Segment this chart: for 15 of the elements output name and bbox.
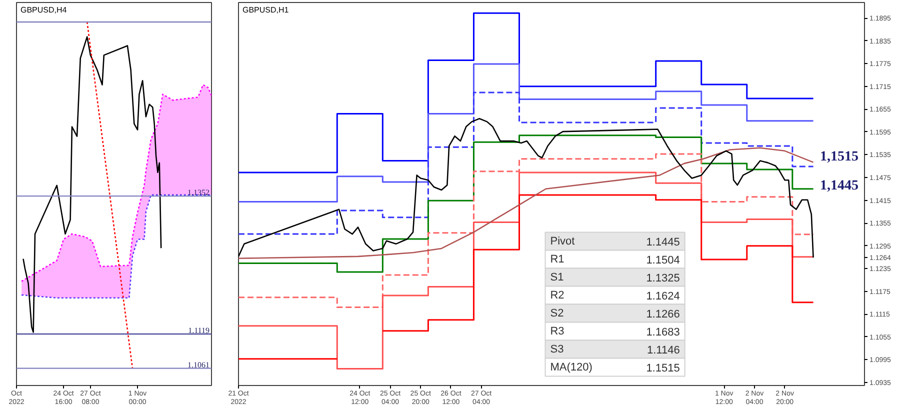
chart-title: GBPUSD,H1 — [242, 6, 290, 14]
text: R2 1.1624 — [550, 289, 680, 302]
ref-line-label: 1.1352 — [188, 188, 210, 198]
text: Pivot 1.1445 — [550, 235, 680, 248]
text: S2 1.1266 — [550, 307, 680, 320]
annotation: 1,1445 — [820, 178, 858, 194]
text: R3 1.1683 — [550, 325, 680, 338]
chart-title: GBPUSD,H4 — [20, 6, 68, 14]
text: S1 1.1325 — [550, 271, 680, 284]
text: MA(120) 1.1515 — [550, 361, 680, 374]
ref-line-label: 1.1119 — [188, 326, 210, 335]
text: S3 1.1146 — [550, 343, 680, 356]
text: R1 1.1504 — [550, 253, 680, 266]
annotation: 1,1515 — [820, 150, 858, 165]
ref-line-label: 1.1061 — [188, 360, 210, 370]
